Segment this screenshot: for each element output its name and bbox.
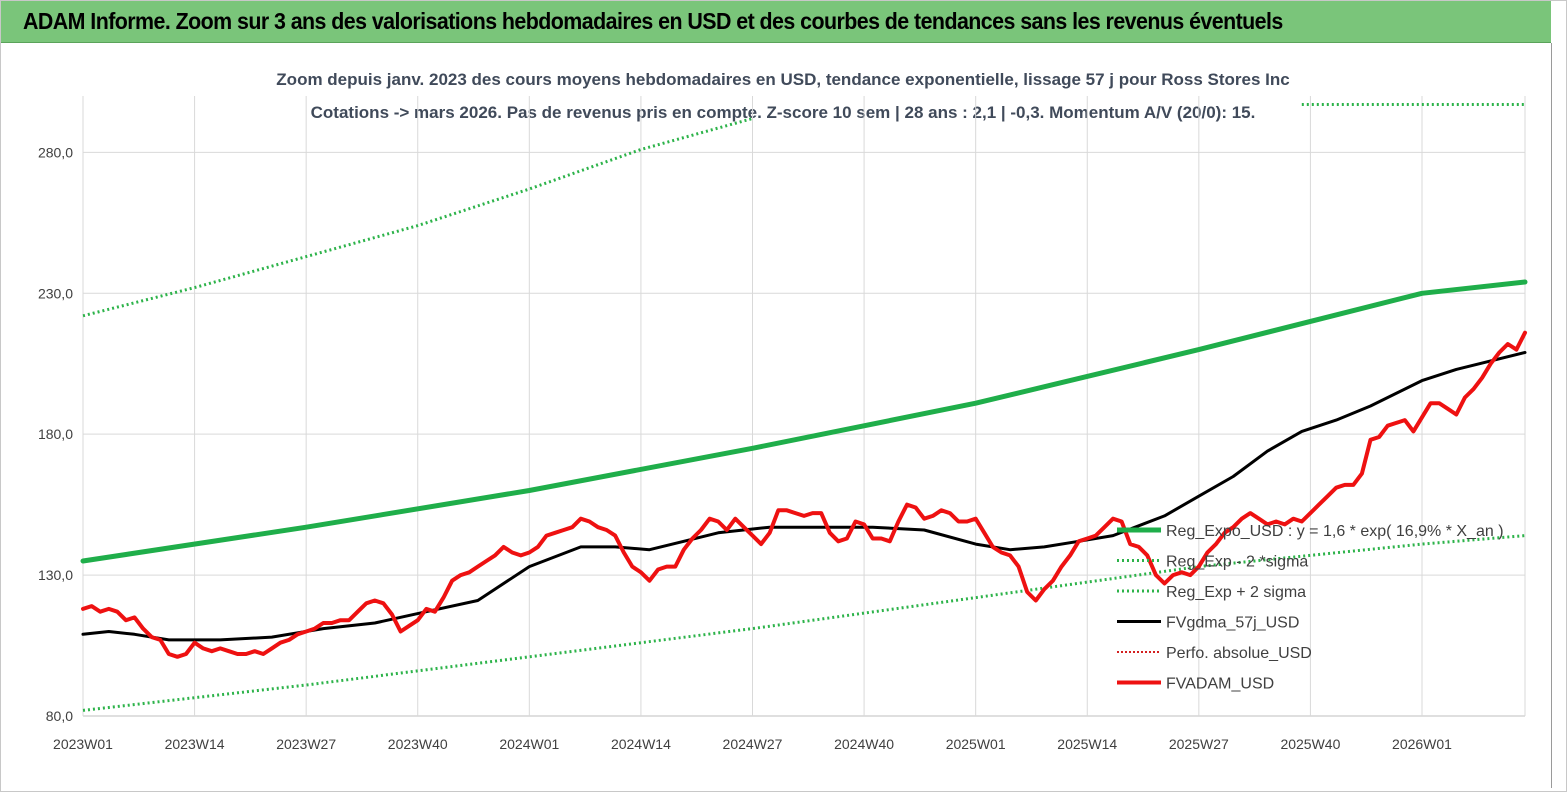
x-tick-label: 2023W40 (388, 736, 448, 752)
x-tick-label: 2025W14 (1057, 736, 1117, 752)
x-axis-ticks: 2023W01 2023W14 2023W27 2023W40 2024W01 2024W… (53, 736, 1452, 752)
y-tick-label: 280,0 (38, 144, 73, 160)
gridlines (82, 96, 1526, 717)
chart-legend: Reg_Expo_USD : y = 1,6 * exp( 16,9% * X_… (1117, 523, 1504, 693)
x-tick-label: 2025W01 (946, 736, 1006, 752)
series-line-smooth (81, 351, 1527, 642)
x-tick-label: 2025W27 (1169, 736, 1229, 752)
series-layer (80, 103, 1528, 712)
legend-label-upper: Reg_Exp + 2 sigma (1166, 584, 1306, 601)
y-tick-label: 230,0 (38, 285, 73, 301)
y-axis-ticks: 80,0 130,0 180,0 230,0 280,0 (38, 144, 73, 724)
legend-label-lower: Reg_Exp - 2 *sigma (1166, 554, 1308, 571)
x-tick-label: 2024W40 (834, 736, 894, 752)
x-tick-label: 2025W40 (1280, 736, 1340, 752)
y-tick-label: 180,0 (38, 426, 73, 442)
legend-label-perfo: Perfo. absolue_USD (1166, 645, 1312, 662)
legend-label-smooth: FVgdma_57j_USD (1166, 615, 1299, 632)
legend-label-reg: Reg_Expo_USD : y = 1,6 * exp( 16,9% * X_… (1166, 523, 1504, 540)
x-tick-label: 2023W27 (276, 736, 336, 752)
chart-subtitle-line1: Zoom depuis janv. 2023 des cours moyens … (276, 70, 1289, 89)
x-tick-label: 2024W14 (611, 736, 671, 752)
x-tick-label: 2026W01 (1392, 736, 1452, 752)
legend-label-price: FVADAM_USD (1166, 676, 1274, 693)
series-line-lower (82, 534, 1526, 712)
y-tick-label: 80,0 (46, 708, 73, 724)
report-banner: ADAM Informe. Zoom sur 3 ans des valoris… (1, 1, 1551, 43)
y-tick-label: 130,0 (38, 567, 73, 583)
x-tick-label: 2023W14 (165, 736, 225, 752)
series-line-price (81, 330, 1527, 659)
right-divider (1551, 43, 1562, 788)
series-line-upper (82, 117, 753, 318)
x-tick-label: 2024W27 (723, 736, 783, 752)
x-tick-label: 2024W01 (499, 736, 559, 752)
series-line-reg (80, 279, 1528, 564)
x-tick-label: 2023W01 (53, 736, 113, 752)
report-title: ADAM Informe. Zoom sur 3 ans des valoris… (23, 8, 1283, 34)
chart-subtitle-line2: Cotations -> mars 2026. Pas de revenus p… (311, 103, 1256, 122)
